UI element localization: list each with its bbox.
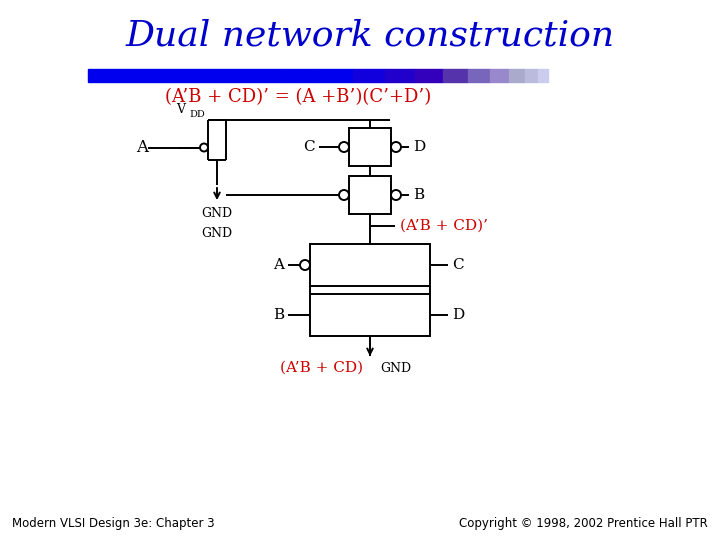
Text: V: V [176, 103, 185, 116]
Text: GND: GND [380, 361, 411, 375]
Text: C: C [303, 140, 315, 154]
Text: D: D [413, 140, 426, 154]
Circle shape [200, 144, 208, 152]
Text: DD: DD [189, 110, 204, 119]
Bar [490, 69, 509, 82]
Bar [349, 128, 391, 166]
Bar [525, 69, 538, 82]
Bar [538, 69, 548, 82]
Bar [509, 69, 525, 82]
Text: (A’B + CD)’: (A’B + CD)’ [400, 219, 488, 233]
Text: B: B [273, 308, 284, 322]
Circle shape [391, 190, 401, 200]
Bar [319, 69, 353, 82]
Bar [353, 69, 385, 82]
Text: A: A [273, 258, 284, 272]
Bar [349, 176, 391, 214]
Bar [443, 69, 468, 82]
Text: GND: GND [202, 207, 233, 220]
Text: A: A [136, 139, 148, 156]
Bar [468, 69, 490, 82]
Bar [283, 69, 319, 82]
Text: Modern VLSI Design 3e: Chapter 3: Modern VLSI Design 3e: Chapter 3 [12, 517, 215, 530]
Circle shape [339, 142, 349, 152]
Text: D: D [452, 308, 464, 322]
Bar [310, 294, 430, 336]
Text: (A’B + CD)’ = (A +B’)(C’+D’): (A’B + CD)’ = (A +B’)(C’+D’) [165, 88, 431, 106]
Circle shape [300, 260, 310, 270]
Bar [310, 244, 430, 286]
Bar [415, 69, 443, 82]
Bar [88, 69, 283, 82]
Text: B: B [413, 188, 424, 202]
Text: Dual network construction: Dual network construction [125, 18, 615, 52]
Circle shape [391, 142, 401, 152]
Circle shape [339, 190, 349, 200]
Text: Copyright © 1998, 2002 Prentice Hall PTR: Copyright © 1998, 2002 Prentice Hall PTR [459, 517, 708, 530]
Text: C: C [452, 258, 464, 272]
Text: GND: GND [202, 227, 233, 240]
Bar [385, 69, 415, 82]
Text: (A’B + CD): (A’B + CD) [280, 361, 363, 375]
